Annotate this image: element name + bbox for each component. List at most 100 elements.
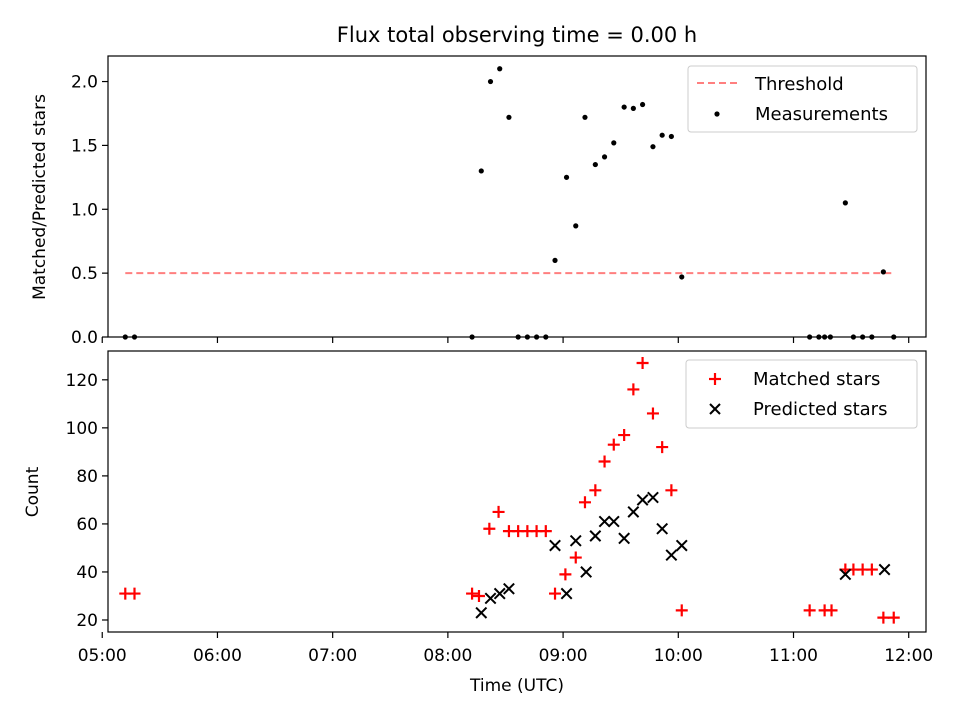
measurement-point xyxy=(582,114,588,120)
x-axis-label: Time (UTC) xyxy=(469,676,564,696)
matched-star-point xyxy=(887,611,900,624)
y-tick-label: 80 xyxy=(76,467,98,487)
predicted-star-point xyxy=(839,568,852,581)
legend-predicted-label: Predicted stars xyxy=(753,399,887,420)
matched-star-point xyxy=(466,587,479,600)
predicted-star-point xyxy=(665,549,678,562)
predicted-star-point xyxy=(618,532,631,545)
measurement-point xyxy=(563,174,570,180)
count-y-axis: 20 40 60 80 100 120 xyxy=(66,371,108,631)
x-tick-label: 07:00 xyxy=(308,646,357,666)
predicted-star-point xyxy=(493,587,506,600)
predicted-star-point xyxy=(560,587,573,600)
matched-star-point xyxy=(618,429,631,442)
measurement-point xyxy=(842,200,848,206)
matched-star-point xyxy=(589,484,602,497)
matched-star-point xyxy=(472,589,485,602)
matched-star-point xyxy=(492,505,505,518)
measurement-point xyxy=(592,161,598,168)
count-legend: Matched stars Predicted stars xyxy=(685,359,918,429)
measurement-point xyxy=(478,168,484,174)
measurement-point xyxy=(573,223,579,229)
ratio-legend: Threshold Measurements xyxy=(687,65,918,133)
matched-star-point xyxy=(483,522,496,535)
predicted-star-point xyxy=(627,506,640,518)
measurement-point xyxy=(487,78,494,85)
predicted-star-point xyxy=(636,493,649,506)
matched-star-point xyxy=(569,551,582,564)
y-tick-label: 1.5 xyxy=(71,136,98,156)
y-tick-label: 0.5 xyxy=(71,264,98,284)
matched-star-point xyxy=(578,496,591,509)
matched-star-point xyxy=(607,438,620,451)
measurement-point xyxy=(552,257,558,263)
matched-star-point xyxy=(665,484,678,497)
x-tick-label: 11:00 xyxy=(769,646,818,666)
legend-threshold-label: Threshold xyxy=(754,74,844,95)
y-tick-label: 20 xyxy=(76,611,98,631)
ratio-y-axis: 0.0 0.5 1.0 1.5 2.0 xyxy=(71,73,108,348)
y-tick-label: 120 xyxy=(66,371,98,391)
predicted-star-point xyxy=(675,539,688,552)
measurement-point xyxy=(497,66,503,72)
legend-measurements-swatch xyxy=(714,111,720,117)
matched-star-point xyxy=(636,357,649,370)
measurement-point xyxy=(601,154,608,160)
measurement-point xyxy=(659,132,665,138)
matched-star-point xyxy=(549,587,562,600)
matched-star-point xyxy=(646,407,659,420)
x-tick-label: 05:00 xyxy=(78,646,127,666)
matched-star-point xyxy=(128,587,141,600)
predicted-star-point xyxy=(569,534,582,547)
matched-star-point xyxy=(559,568,572,581)
count-plot-frame xyxy=(107,350,927,633)
matched-star-point xyxy=(539,525,552,538)
predicted-star-point xyxy=(503,582,515,595)
x-tick-label: 12:00 xyxy=(884,646,933,666)
measurement-point xyxy=(639,101,646,108)
x-tick-label: 10:00 xyxy=(654,646,703,666)
legend-matched-swatch xyxy=(709,373,721,385)
y-tick-label: 2.0 xyxy=(71,73,98,93)
predicted-star-point xyxy=(580,566,593,578)
predicted-star-point xyxy=(484,592,497,605)
matched-star-point xyxy=(675,604,688,617)
predicted-star-point xyxy=(549,539,561,552)
predicted-star-point xyxy=(598,515,611,528)
x-tick-label: 09:00 xyxy=(539,646,588,666)
predicted-star-point xyxy=(656,522,669,535)
matched-star-point xyxy=(825,604,838,617)
ratio-legend-box xyxy=(687,65,918,133)
ratio-x-ticks xyxy=(101,337,910,343)
predicted-star-point xyxy=(475,606,488,619)
y-tick-label: 1.0 xyxy=(71,200,98,220)
y-tick-label: 40 xyxy=(76,563,98,583)
chart-title: Flux total observing time = 0.00 h xyxy=(337,23,697,47)
legend-measurements-label: Measurements xyxy=(755,104,888,125)
x-tick-label: 06:00 xyxy=(193,646,242,666)
measurement-point xyxy=(679,274,685,280)
count-x-axis: 05:00 06:00 07:00 08:00 09:00 10:00 11:00 12:00 xyxy=(78,632,933,666)
y-tick-label: 100 xyxy=(66,419,98,439)
matched-star-point xyxy=(627,383,640,396)
matched-star-point xyxy=(877,611,890,624)
matched-star-point xyxy=(803,604,816,617)
ratio-plot-frame xyxy=(107,55,927,338)
count-plot-area xyxy=(119,357,900,624)
measurement-point xyxy=(630,105,636,111)
measurement-point xyxy=(668,133,674,140)
count-legend-box xyxy=(685,359,918,429)
y-tick-label: 60 xyxy=(76,515,98,535)
measurement-point xyxy=(611,140,617,146)
predicted-star-point xyxy=(589,530,602,542)
predicted-star-point xyxy=(607,515,620,528)
measurement-point xyxy=(650,144,656,150)
predicted-star-point xyxy=(878,563,891,576)
legend-matched-label: Matched stars xyxy=(753,369,880,390)
y-tick-label: 0.0 xyxy=(71,328,98,348)
predicted-star-point xyxy=(647,491,659,504)
measurement-point xyxy=(506,114,512,120)
matched-star-point xyxy=(598,455,611,468)
measurement-point xyxy=(621,104,627,110)
